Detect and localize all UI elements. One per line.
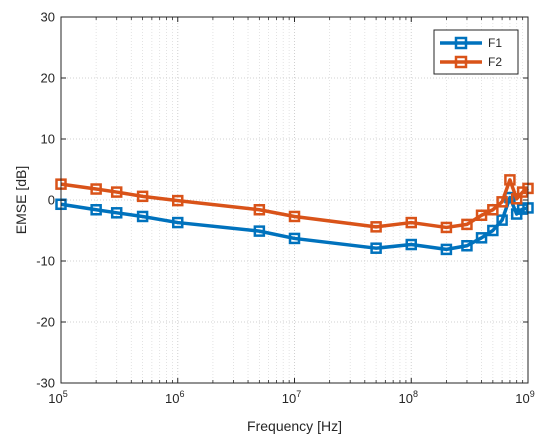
data-point-f2 [405, 216, 417, 229]
data-point-f2 [110, 186, 123, 198]
tick-labels: 105 106 107 108 109 30 20 10 0 -10 -20 -30 [36, 10, 535, 407]
data-point-f2 [440, 221, 453, 234]
data-point-f1 [475, 232, 488, 244]
data-point-f2 [253, 204, 266, 216]
x-tick-label: 109 [515, 389, 534, 406]
series-lines [55, 174, 534, 256]
axis-ticks [60, 16, 529, 384]
data-point-f2 [90, 183, 102, 195]
y-tick-label: 20 [41, 71, 55, 86]
legend-label-f1: F1 [488, 36, 502, 50]
data-point-f1 [110, 207, 123, 219]
data-point-f1 [90, 204, 102, 216]
data-point-f2 [504, 174, 516, 186]
data-point-f1 [253, 225, 266, 237]
data-point-f2 [475, 209, 488, 221]
data-point-f2 [496, 196, 508, 208]
data-point-f1 [370, 242, 382, 254]
data-point-f1 [440, 243, 453, 256]
legend: F1 F2 [433, 29, 519, 75]
legend-marker-f1 [454, 36, 468, 50]
x-tick-label: 106 [165, 389, 184, 406]
x-axis-title: Frequency [Hz] [247, 418, 342, 434]
data-point-f1 [496, 214, 508, 226]
data-point-f2 [136, 190, 149, 203]
data-point-f2 [461, 218, 473, 231]
data-point-f2 [172, 194, 184, 207]
data-point-f1 [487, 224, 499, 237]
data-point-f1 [405, 238, 417, 251]
data-point-f2 [370, 221, 382, 233]
x-tick-label: 108 [399, 389, 418, 406]
legend-box [433, 29, 519, 75]
x-tick-label: 107 [282, 389, 301, 406]
data-point-f1 [172, 216, 184, 229]
y-tick-label: 0 [48, 193, 55, 208]
y-tick-label: -20 [36, 315, 55, 330]
y-tick-label: -10 [36, 254, 55, 269]
y-tick-label: 30 [41, 10, 55, 25]
y-tick-label: -30 [36, 376, 55, 391]
legend-label-f2: F2 [488, 55, 502, 69]
legend-marker-f2 [454, 55, 468, 69]
data-point-f2 [288, 210, 301, 223]
y-tick-label: 10 [41, 132, 55, 147]
y-axis-title: EMSE [dB] [13, 166, 29, 234]
data-point-f1 [461, 240, 473, 252]
data-point-f2 [487, 204, 499, 216]
data-point-f1 [136, 210, 149, 223]
x-tick-label: 105 [48, 389, 67, 406]
data-point-f1 [288, 232, 301, 245]
data-point-f2 [510, 193, 523, 205]
